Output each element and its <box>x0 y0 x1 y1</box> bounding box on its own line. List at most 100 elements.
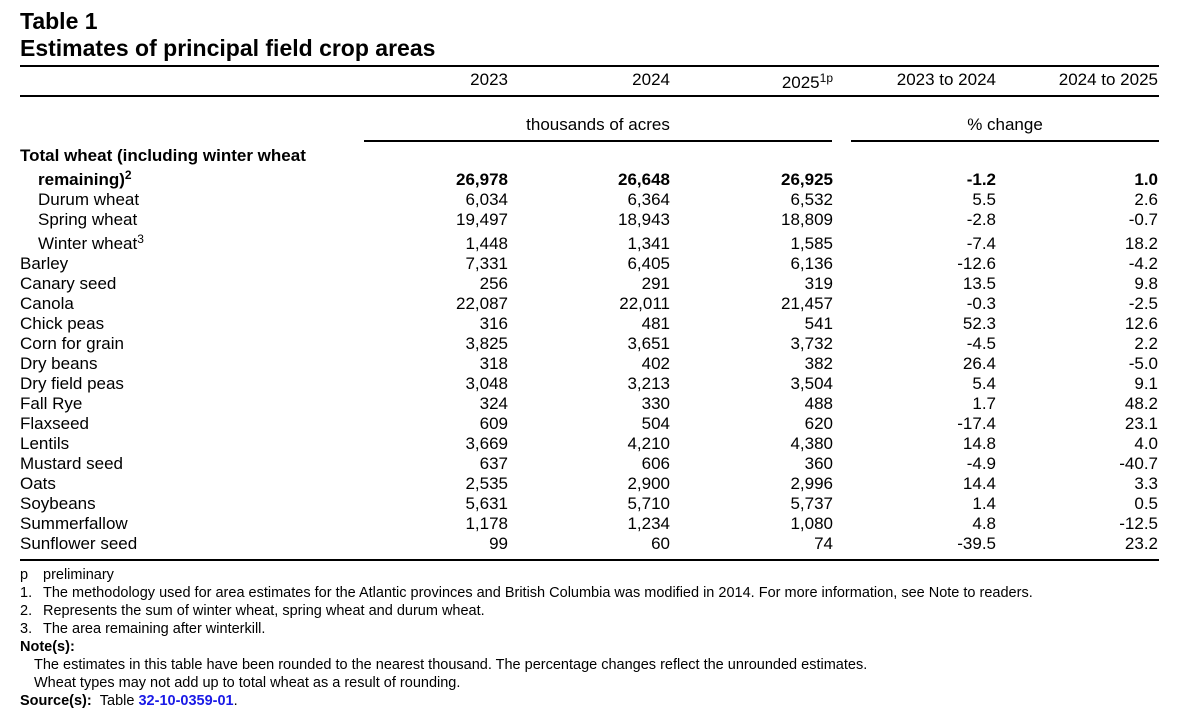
row-label: Dry beans <box>20 354 98 373</box>
col-header-2025-year: 2025 <box>781 73 820 92</box>
footnote-marker: 2. <box>20 603 33 619</box>
table-number: Table 1 <box>20 8 98 34</box>
cell-2024: 4,210 <box>627 434 670 453</box>
cell-2024: 481 <box>641 314 670 333</box>
row-label: Flaxseed <box>20 414 89 433</box>
cell-2025: 620 <box>804 414 833 433</box>
cell-change-2023-2024: -39.5 <box>957 534 996 553</box>
cell-2025: 1,585 <box>790 234 833 253</box>
cell-change-2023-2024: -0.3 <box>966 294 996 313</box>
col-header-2025: 20251p <box>673 72 833 94</box>
total-wheat-label-text: remaining) <box>38 170 125 189</box>
cell-2024: 504 <box>641 414 670 433</box>
row-footnote-ref: 3 <box>137 232 144 246</box>
cell-2025: 3,732 <box>790 334 833 353</box>
cell-2025: 360 <box>804 454 833 473</box>
cell-2024: 18,943 <box>618 210 670 229</box>
cell-change-2024-2025: -12.5 <box>1119 514 1158 533</box>
table-row: Lentils 3,669 4,210 4,380 14.8 4.0 <box>0 434 1200 454</box>
total-wheat-footnote-ref: 2 <box>124 168 132 182</box>
total-wheat-change-2024-2025: 1.0 <box>1134 170 1158 189</box>
bottom-rule <box>20 559 1159 561</box>
table-row: Barley 7,331 6,405 6,136 -12.6 -4.2 <box>0 254 1200 274</box>
table-row: Corn for grain 3,825 3,651 3,732 -4.5 2.… <box>0 334 1200 354</box>
cell-change-2023-2024: 5.5 <box>972 190 996 209</box>
cell-change-2024-2025: 23.1 <box>1124 414 1158 433</box>
top-rule <box>20 65 1159 67</box>
unit-percent-change: % change <box>967 115 1043 134</box>
cell-2023: 22,087 <box>456 294 508 313</box>
row-label: Mustard seed <box>20 454 123 473</box>
table-title: Estimates of principal field crop areas <box>20 35 436 61</box>
row-label: Spring wheat <box>38 210 138 229</box>
table-row: Fall Rye 324 330 488 1.7 48.2 <box>0 394 1200 414</box>
cell-change-2023-2024: 1.7 <box>972 394 996 413</box>
cell-2025: 488 <box>804 394 833 413</box>
cell-change-2024-2025: 18.2 <box>1124 234 1158 253</box>
cell-2024: 606 <box>641 454 670 473</box>
cell-2023: 318 <box>479 354 508 373</box>
notes-label: Note(s): <box>20 638 75 656</box>
row-label: Lentils <box>20 434 70 453</box>
table-row: Canola 22,087 22,011 21,457 -0.3 -2.5 <box>0 294 1200 314</box>
table-row: Durum wheat 6,034 6,364 6,532 5.5 2.6 <box>0 190 1200 210</box>
cell-2025: 2,996 <box>790 474 833 493</box>
table-row: Summerfallow 1,178 1,234 1,080 4.8 -12.5 <box>0 514 1200 534</box>
cell-2025: 3,504 <box>790 374 833 393</box>
source-line: Source(s): Table 32-10-0359-01. <box>20 692 238 710</box>
cell-2023: 3,825 <box>465 334 508 353</box>
cell-2023: 3,669 <box>465 434 508 453</box>
cell-2025: 21,457 <box>781 294 833 313</box>
row-label: Soybeans <box>20 494 96 513</box>
cell-2024: 22,011 <box>619 294 670 313</box>
table-row: Chick peas 316 481 541 52.3 12.6 <box>0 314 1200 334</box>
footnote-1: 1. The methodology used for area estimate… <box>20 584 1033 602</box>
footnote-text: preliminary <box>43 567 114 583</box>
total-wheat-label-row: Total wheat (including winter wheat <box>0 146 1200 166</box>
cell-2024: 5,710 <box>627 494 670 513</box>
cell-2023: 2,535 <box>465 474 508 493</box>
col-header-2025-sup: 1p <box>819 71 833 85</box>
cell-change-2023-2024: 1.4 <box>972 494 996 513</box>
table-row: Dry beans 318 402 382 26.4 -5.0 <box>0 354 1200 374</box>
total-wheat-change-2023-2024: -1.2 <box>966 170 996 189</box>
cell-change-2024-2025: 23.2 <box>1124 534 1158 553</box>
footnote-marker: 3. <box>20 621 33 637</box>
row-label: Fall Rye <box>20 394 83 413</box>
row-label: Canola <box>20 294 74 313</box>
row-label: Durum wheat <box>38 190 140 209</box>
cell-2025: 6,136 <box>790 254 833 273</box>
cell-change-2023-2024: 26.4 <box>962 354 996 373</box>
cell-2025: 18,809 <box>781 210 833 229</box>
total-wheat-2025: 26,925 <box>781 170 833 189</box>
cell-change-2023-2024: -12.6 <box>957 254 996 273</box>
cell-2023: 5,631 <box>465 494 508 513</box>
col-header-2023: 2023 <box>470 70 508 89</box>
cell-change-2024-2025: 2.2 <box>1134 334 1158 353</box>
total-wheat-2023: 26,978 <box>456 170 508 189</box>
cell-2023: 256 <box>479 274 508 293</box>
table-row: Spring wheat 19,497 18,943 18,809 -2.8 -… <box>0 210 1200 230</box>
table-row: Dry field peas 3,048 3,213 3,504 5.4 9.1 <box>0 374 1200 394</box>
source-label: Source(s): <box>20 693 92 709</box>
row-label: Canary seed <box>20 274 117 293</box>
footnote-text: The area remaining after winterkill. <box>43 621 266 637</box>
cell-2024: 6,364 <box>627 190 670 209</box>
note-2: Wheat types may not add up to total whea… <box>34 675 461 691</box>
source-prefix: Table <box>99 693 135 709</box>
table-row: Winter wheat3 1,448 1,341 1,585 -7.4 18.… <box>0 232 1200 254</box>
cell-2024: 1,234 <box>627 514 670 533</box>
cell-change-2024-2025: -5.0 <box>1128 354 1158 373</box>
total-wheat-label-line2: remaining)2 <box>38 168 132 190</box>
cell-change-2023-2024: 13.5 <box>962 274 996 293</box>
cell-change-2024-2025: 9.8 <box>1134 274 1158 293</box>
row-label: Chick peas <box>20 314 105 333</box>
source-table-link[interactable]: 32-10-0359-01 <box>138 693 234 709</box>
total-wheat-2024: 26,648 <box>618 170 670 189</box>
table-row: Oats 2,535 2,900 2,996 14.4 3.3 <box>0 474 1200 494</box>
cell-2023: 3,048 <box>465 374 508 393</box>
cell-2023: 19,497 <box>456 210 508 229</box>
cell-2023: 7,331 <box>465 254 508 273</box>
cell-2023: 316 <box>479 314 508 333</box>
row-label-text: Winter wheat <box>38 234 138 253</box>
